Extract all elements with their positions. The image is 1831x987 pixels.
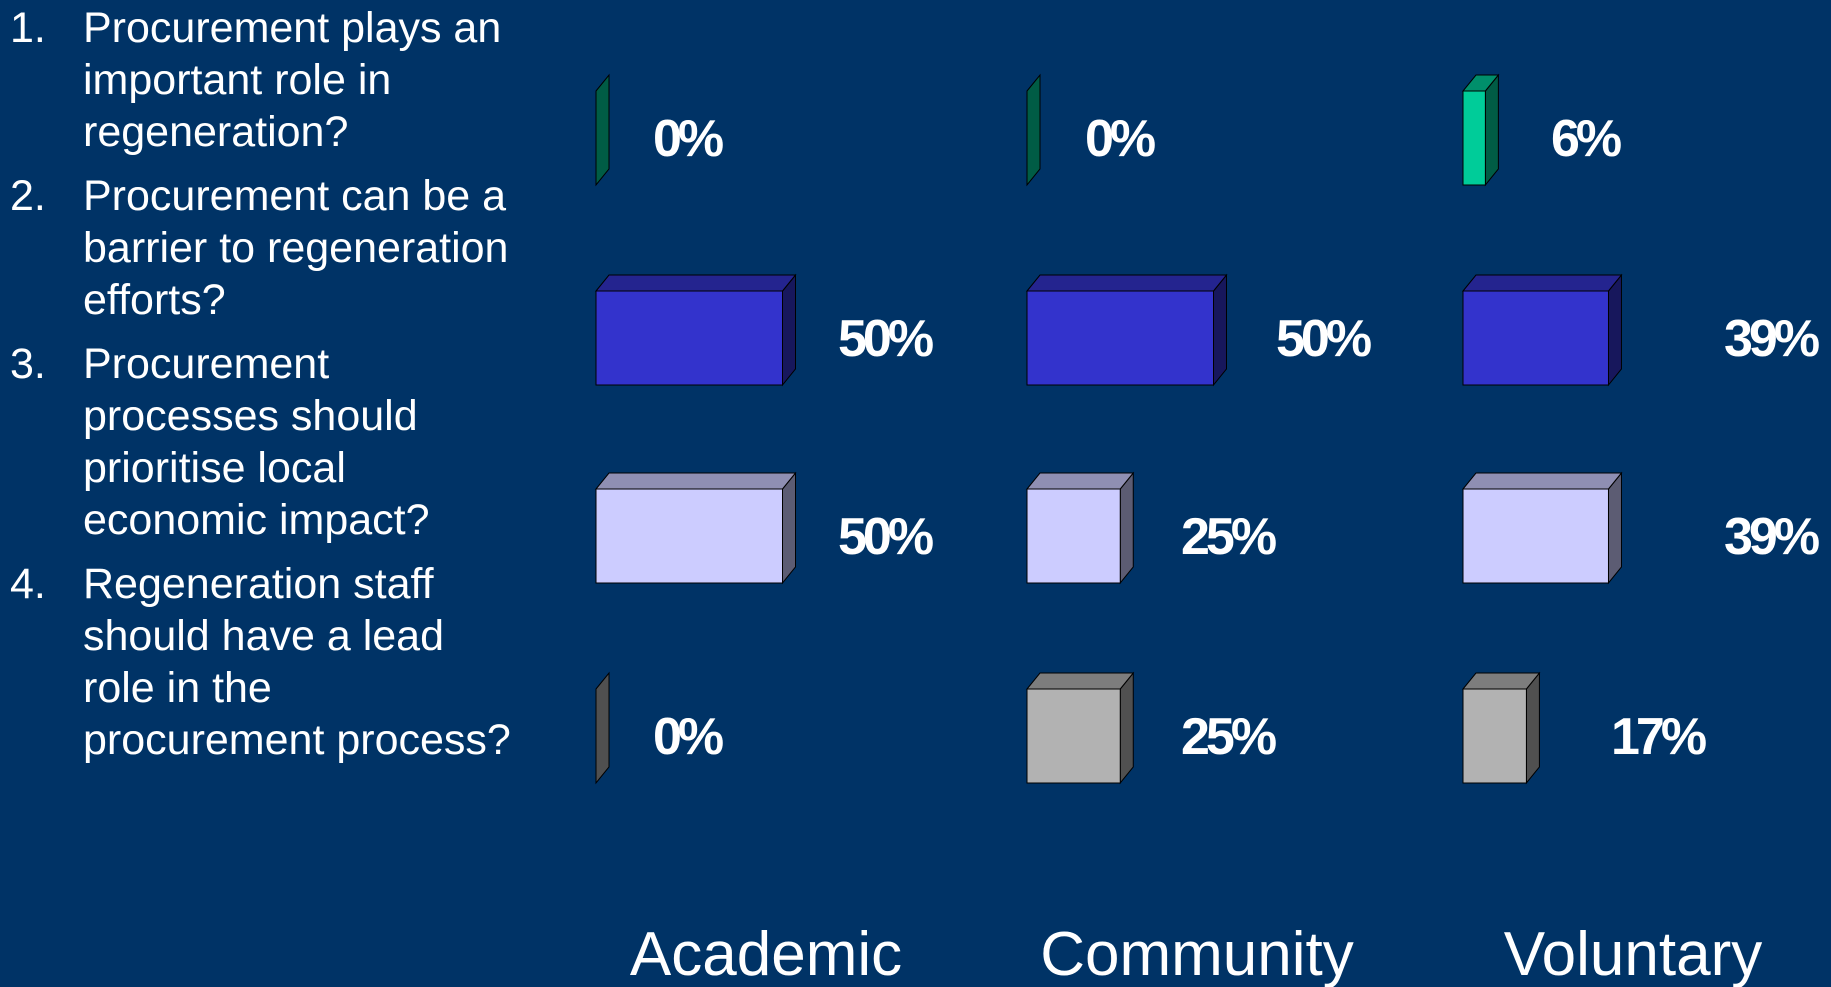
category-label: Academic <box>630 920 902 987</box>
bar <box>595 73 610 187</box>
question-item: 2. Procurement can be a barrier to regene… <box>0 170 520 326</box>
value-label: 0% <box>653 110 723 168</box>
value-label: 50% <box>1276 310 1371 368</box>
value-label: 39% <box>1724 310 1819 368</box>
value-label: 17% <box>1611 708 1706 766</box>
bar <box>1026 73 1041 187</box>
question-text: Regeneration staff should have a lead ro… <box>83 560 511 764</box>
question-text: Procurement can be a barrier to regenera… <box>83 172 509 324</box>
question-number: 1. <box>10 4 46 52</box>
question-item: 1. Procurement plays an important role in… <box>0 2 520 158</box>
question-number: 3. <box>10 340 46 388</box>
question-number: 2. <box>10 172 46 220</box>
bar <box>1461 671 1541 785</box>
bar <box>594 471 797 585</box>
value-label: 0% <box>653 708 723 766</box>
value-label: 39% <box>1724 508 1819 566</box>
bar <box>595 671 610 785</box>
bar <box>594 273 797 387</box>
bar <box>1461 73 1500 187</box>
category-label: Community <box>1040 920 1354 987</box>
bar <box>1025 471 1135 585</box>
question-text: Procurement plays an important role in r… <box>83 4 502 156</box>
bar <box>1025 273 1228 387</box>
bar <box>1461 273 1623 387</box>
question-number: 4. <box>10 560 46 608</box>
question-list: 1. Procurement plays an important role in… <box>0 2 520 778</box>
question-text: Procurement processes should prioritise … <box>83 340 430 544</box>
category-label: Voluntary <box>1504 920 1763 987</box>
bar <box>1025 671 1135 785</box>
value-label: 50% <box>838 310 933 368</box>
value-label: 6% <box>1551 110 1621 168</box>
bar <box>1461 471 1623 585</box>
value-label: 0% <box>1085 110 1155 168</box>
value-label: 25% <box>1181 708 1276 766</box>
question-item: 3. Procurement processes should prioritis… <box>0 338 520 546</box>
value-label: 25% <box>1181 508 1276 566</box>
value-label: 50% <box>838 508 933 566</box>
question-item: 4. Regeneration staff should have a lead … <box>0 558 520 766</box>
